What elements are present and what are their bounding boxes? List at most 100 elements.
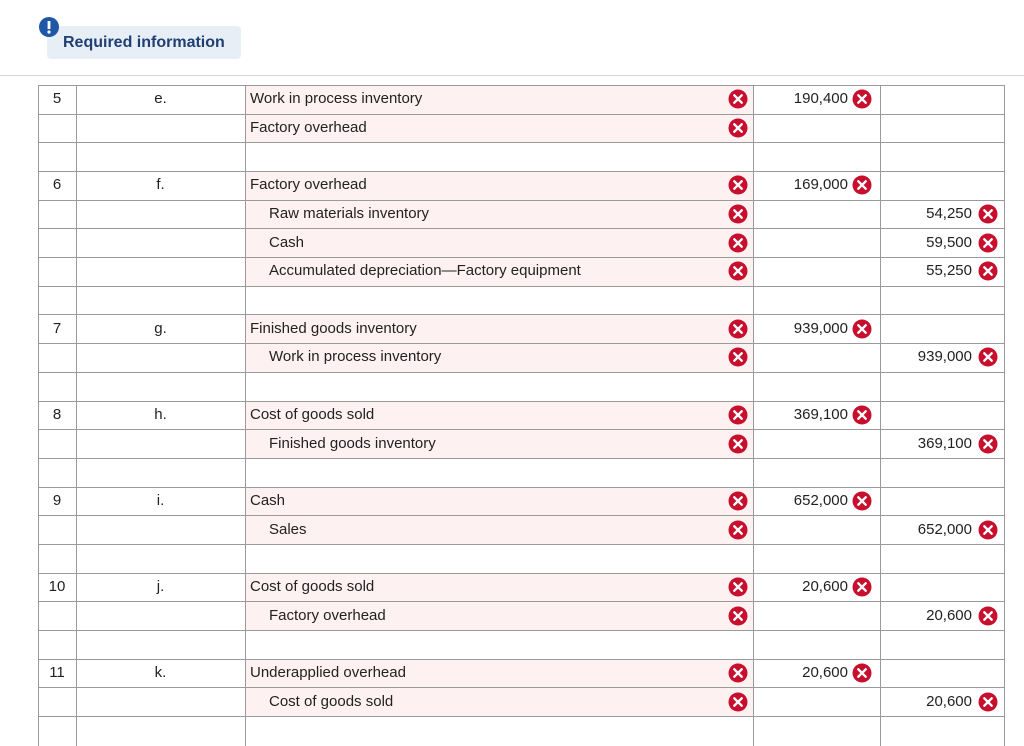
table-cell (245, 400, 754, 431)
account-name[interactable]: Factory overhead (250, 176, 367, 194)
table-cell (880, 400, 1005, 431)
table-cell (76, 257, 246, 287)
error-icon (728, 491, 748, 511)
debit-amount[interactable]: 190,400 (793, 90, 848, 108)
table-cell (245, 285, 754, 316)
account-name[interactable]: Cost of goods sold (269, 692, 394, 710)
account-name[interactable]: Work in process inventory (250, 90, 423, 108)
table-cell (38, 687, 77, 717)
table-cell (245, 572, 754, 603)
error-icon (728, 663, 748, 683)
table-cell (38, 142, 77, 173)
debit-amount[interactable]: 20,600 (802, 663, 848, 681)
table-cell (245, 142, 754, 173)
table-cell (245, 314, 754, 345)
account-name[interactable]: Cost of goods sold (250, 577, 375, 595)
table-cell (38, 429, 77, 459)
credit-amount[interactable]: 55,250 (926, 262, 972, 280)
account-name[interactable]: Finished goods inventory (269, 434, 436, 452)
credit-amount[interactable]: 59,500 (926, 233, 972, 251)
account-name[interactable]: Cash (269, 233, 305, 251)
debit-amount[interactable]: 169,000 (793, 176, 848, 194)
error-icon (728, 520, 748, 540)
table-cell (880, 543, 1005, 574)
table-cell (880, 113, 1005, 144)
credit-amount[interactable]: 652,000 (917, 520, 972, 538)
error-icon (978, 434, 998, 454)
table-cell (38, 314, 77, 345)
table-cell (38, 228, 77, 259)
error-icon (978, 233, 998, 253)
table-cell (38, 457, 77, 488)
credit-amount[interactable]: 939,000 (917, 348, 972, 366)
account-name[interactable]: Raw materials inventory (269, 205, 430, 223)
debit-amount[interactable]: 369,100 (793, 405, 848, 423)
account-name[interactable]: Cost of goods sold (250, 405, 375, 423)
debit-amount[interactable]: 20,600 (802, 577, 848, 595)
table-cell (76, 658, 246, 689)
table-cell (76, 486, 246, 517)
account-name[interactable]: Underapplied overhead (250, 663, 406, 681)
table-cell (753, 429, 881, 459)
table-cell (38, 371, 77, 402)
entry-letter: f. (156, 176, 165, 194)
table-cell (76, 543, 246, 574)
debit-amount[interactable]: 939,000 (793, 319, 848, 337)
table-cell (880, 629, 1005, 660)
table-cell (245, 85, 754, 115)
table-cell (38, 85, 77, 115)
table-cell (76, 343, 246, 373)
table-cell (76, 371, 246, 402)
error-icon (728, 434, 748, 454)
account-name[interactable]: Factory overhead (250, 119, 367, 137)
credit-amount[interactable]: 20,600 (926, 692, 972, 710)
table-cell (753, 457, 881, 488)
account-name[interactable]: Finished goods inventory (250, 319, 417, 337)
notice-badge[interactable]: Required information (47, 26, 241, 59)
table-cell (38, 572, 77, 603)
table-cell (245, 515, 754, 545)
credit-amount[interactable]: 369,100 (917, 434, 972, 452)
error-icon (728, 405, 748, 425)
table-cell (76, 314, 246, 345)
table-cell (753, 629, 881, 660)
entry-letter: e. (154, 90, 167, 108)
table-cell (245, 199, 754, 230)
table-cell (245, 629, 754, 660)
table-cell (245, 687, 754, 717)
error-icon (852, 491, 872, 511)
error-icon (852, 405, 872, 425)
entry-letter: i. (156, 491, 165, 509)
table-cell (76, 572, 246, 603)
account-name[interactable]: Work in process inventory (269, 348, 442, 366)
table-cell (245, 543, 754, 574)
entry-number: 9 (52, 491, 62, 509)
account-name[interactable]: Factory overhead (269, 606, 386, 624)
error-icon (978, 204, 998, 224)
error-icon (728, 692, 748, 712)
credit-amount[interactable]: 54,250 (926, 205, 972, 223)
table-cell (38, 486, 77, 517)
table-cell (38, 629, 77, 660)
account-name[interactable]: Cash (250, 491, 286, 509)
account-name[interactable]: Sales (269, 520, 307, 538)
table-cell (753, 113, 881, 144)
entry-number: 6 (52, 176, 62, 194)
error-icon (728, 319, 748, 339)
debit-amount[interactable]: 652,000 (793, 491, 848, 509)
error-icon (978, 261, 998, 281)
table-cell (753, 601, 881, 631)
alert-icon (39, 17, 59, 37)
credit-amount[interactable]: 20,600 (926, 606, 972, 624)
error-icon (728, 347, 748, 367)
table-cell (38, 113, 77, 144)
table-cell (880, 457, 1005, 488)
error-icon (728, 261, 748, 281)
table-cell (38, 601, 77, 631)
table-cell (38, 515, 77, 545)
table-cell (753, 543, 881, 574)
error-icon (728, 233, 748, 253)
account-name[interactable]: Accumulated depreciation—Factory equipme… (269, 262, 581, 280)
table-cell (880, 572, 1005, 603)
error-icon (852, 319, 872, 339)
